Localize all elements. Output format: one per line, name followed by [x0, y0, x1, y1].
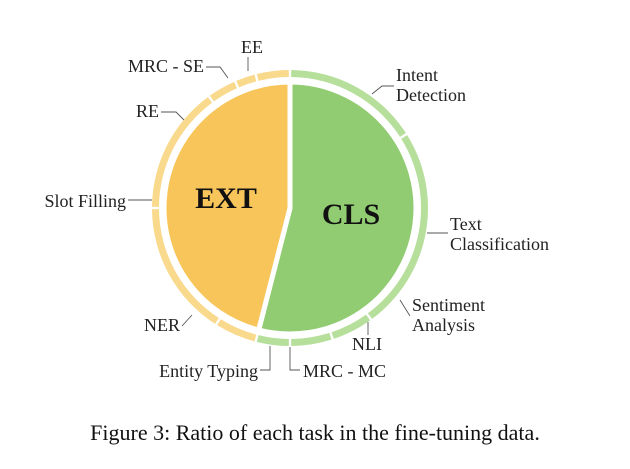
leader-line-mrc-mc: [289, 347, 300, 371]
ring-segment-nli: [291, 332, 332, 346]
ring-segment-intent-detection: [291, 70, 406, 137]
ring-label-slot-filling: Slot Filling: [44, 191, 126, 211]
ring-labels: EE MRC - SE RE Slot Filling NER Entity Typing…: [44, 37, 549, 381]
ring-label-entity-typing: Entity Typing: [159, 361, 258, 381]
ring-label-text-classification-line2: Classification: [450, 234, 549, 254]
leader-line-intent-detection: [371, 85, 394, 95]
ring-label-ner: NER: [144, 315, 180, 335]
ring-label-text-classification-line1: Text: [450, 214, 482, 234]
pie-label-cls: CLS: [322, 198, 380, 231]
pie-label-ext: EXT: [195, 182, 257, 215]
ring-segment-ner: [152, 209, 219, 324]
ring-segment-entity-typing: [217, 319, 257, 342]
inner-pie: [161, 79, 419, 337]
inner-labels: EXT CLS: [195, 182, 380, 231]
ring-label-nli: NLI: [352, 334, 382, 354]
ring-label-re: RE: [136, 101, 159, 121]
ring-segment-sentiment-analysis: [331, 314, 371, 339]
leader-line-ner: [181, 314, 193, 327]
ring-segment-re: [209, 81, 237, 102]
pie-slice-ext: [161, 79, 293, 333]
leader-line-re: [161, 111, 185, 121]
leader-line-entity-typing: [260, 346, 271, 371]
ring-label-mrc-se: MRC - SE: [128, 56, 204, 76]
leader-line-sentiment-analysis: [399, 299, 411, 317]
ring-label-sentiment-analysis-line1: Sentiment: [412, 295, 485, 315]
ring-segment-ee: [256, 70, 289, 81]
ring-label-mrc-mc: MRC - MC: [303, 361, 386, 381]
ring-label-intent-detection-line2: Detection: [396, 85, 466, 105]
ring-segment-mrc-se: [236, 74, 257, 88]
ring-segment-mrc-mc: [256, 335, 289, 346]
ring-label-ee: EE: [241, 37, 263, 57]
figure-caption: Figure 3: Ratio of each task in the fine…: [90, 420, 540, 445]
ring-segment-slot-filling: [152, 97, 213, 207]
outer-ring: [152, 70, 428, 346]
ring-label-intent-detection-line1: Intent: [396, 65, 438, 85]
pie-slice-cls: [256, 79, 419, 337]
ring-label-sentiment-analysis-line2: Analysis: [412, 315, 475, 335]
leader-line-mrc-se: [206, 66, 229, 79]
